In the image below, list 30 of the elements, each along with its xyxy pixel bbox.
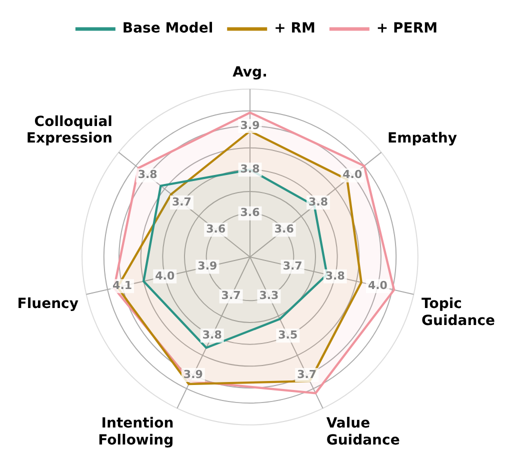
text: 4.1 <box>112 279 132 292</box>
text: 3.6 <box>240 206 260 220</box>
text: 3.3 <box>259 289 279 302</box>
spoke-label: Empathy <box>388 130 457 147</box>
text: 4.0 <box>342 168 362 182</box>
text: 3.9 <box>198 260 218 273</box>
spoke-label: Avg. <box>232 64 268 80</box>
spoke-label: Value Guidance <box>326 416 400 448</box>
text: 3.7 <box>221 289 241 302</box>
spoke-label: Intention Following <box>98 416 174 448</box>
text: 3.9 <box>183 368 203 381</box>
text: 3.7 <box>172 195 192 208</box>
legend-label: Base Model <box>122 20 214 37</box>
text: 4.0 <box>155 269 175 282</box>
text: 3.8 <box>308 195 328 208</box>
spoke-label: Topic Guidance <box>422 296 496 329</box>
spoke-label: Colloquial Expression <box>26 114 112 147</box>
text: 3.8 <box>325 269 345 282</box>
legend-label: + PERM <box>376 20 438 37</box>
text: 4.0 <box>368 279 388 292</box>
text: 3.9 <box>240 118 260 132</box>
spoke-label: Fluency <box>17 296 78 312</box>
text: 3.6 <box>206 222 226 236</box>
legend-label: + RM <box>274 20 316 37</box>
text: 3.8 <box>202 328 222 342</box>
text: 3.7 <box>297 368 317 381</box>
text: 3.8 <box>138 168 158 182</box>
text: 3.5 <box>278 328 298 342</box>
text: 3.6 <box>274 222 294 236</box>
text: 3.7 <box>282 260 302 273</box>
